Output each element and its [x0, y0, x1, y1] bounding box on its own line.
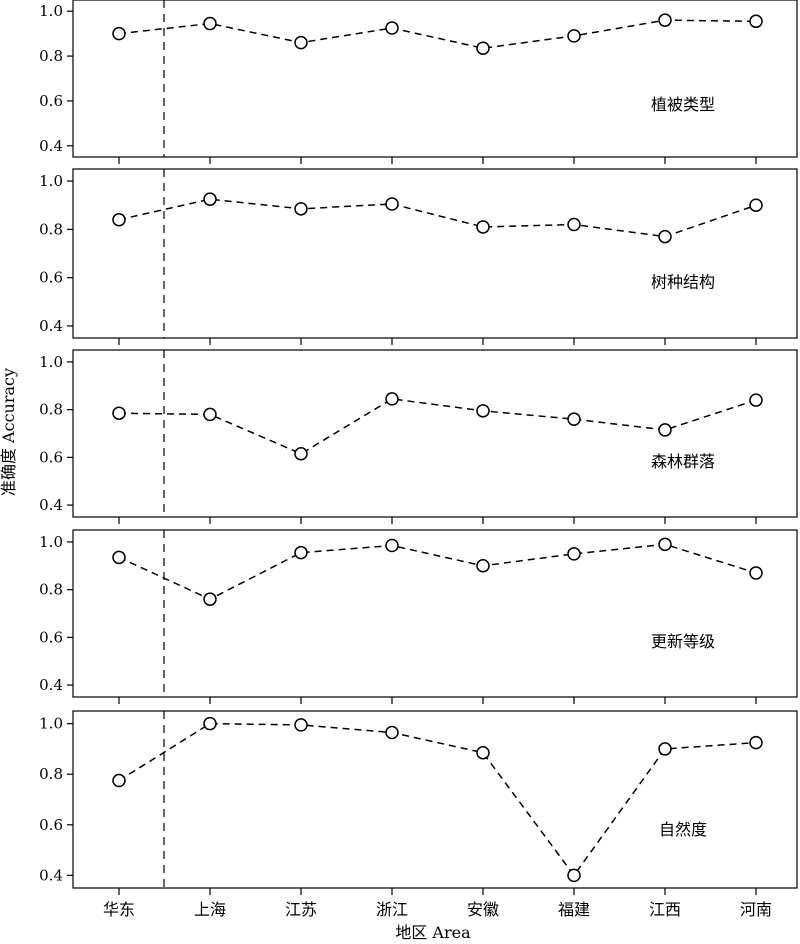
data-point — [203, 407, 217, 422]
y-tick-label: 0.4 — [39, 496, 63, 514]
data-point — [567, 217, 581, 232]
data-point — [658, 742, 672, 756]
data-point — [112, 26, 126, 41]
data-point — [658, 13, 672, 27]
y-tick-label: 0.6 — [39, 628, 63, 646]
x-tick-label: 江西 — [649, 900, 681, 919]
panel-label: 自然度 — [659, 820, 707, 839]
x-axis-title: 地区 Area — [395, 923, 471, 942]
data-point — [476, 404, 490, 418]
y-tick-label: 0.6 — [39, 816, 63, 834]
x-tick-labels: 华东 上海 江苏 浙江 安徽 福建 江西 河南 — [103, 900, 772, 919]
panel-2: 0.4 0.6 0.8 1.0 树种结构 — [39, 168, 798, 345]
x-tick-label: 安徽 — [467, 900, 499, 919]
data-point — [658, 229, 672, 244]
x-tick-label: 上海 — [194, 900, 226, 919]
data-point — [385, 392, 399, 406]
panel-frame — [72, 0, 798, 158]
data-point — [294, 545, 308, 560]
panel-label: 树种结构 — [651, 272, 715, 291]
series-line — [118, 198, 757, 238]
y-axis-title: 准确度 Accuracy — [0, 368, 18, 496]
panel-label: 更新等级 — [651, 632, 715, 651]
series-line — [118, 543, 757, 601]
data-point — [203, 592, 217, 606]
data-point — [476, 559, 490, 573]
panel-1: 0.4 0.6 0.8 1.0 植被类型 — [39, 0, 798, 164]
y-tick-label: 0.4 — [39, 317, 63, 335]
series-line — [118, 722, 757, 877]
data-point — [567, 547, 581, 561]
y-tick-label: 1.0 — [39, 533, 63, 551]
data-point — [476, 220, 490, 234]
data-point — [203, 192, 217, 206]
data-point — [385, 538, 399, 553]
y-tick-label: 0.4 — [39, 137, 63, 155]
data-point — [294, 202, 308, 216]
data-point — [112, 773, 126, 788]
data-point — [112, 212, 126, 227]
y-tick-label: 0.8 — [39, 401, 63, 419]
panel-frame — [72, 710, 798, 889]
data-point — [476, 41, 490, 55]
x-tick-label: 河南 — [740, 900, 772, 919]
y-tick-label: 0.8 — [39, 220, 63, 238]
x-tick-label: 华东 — [103, 900, 135, 919]
x-tick-label: 福建 — [558, 900, 590, 919]
data-point — [112, 550, 126, 565]
panel-frame — [72, 529, 798, 698]
data-point — [385, 197, 399, 211]
data-point — [385, 21, 399, 35]
data-point — [567, 412, 581, 426]
data-point — [294, 718, 308, 732]
series-line — [118, 398, 757, 455]
y-tick-label: 0.6 — [39, 269, 63, 287]
panel-5: 0.4 0.6 0.8 1.0 自然度 — [39, 710, 798, 895]
y-tick-label: 1.0 — [39, 715, 63, 733]
data-point — [658, 537, 672, 552]
data-point — [567, 29, 581, 43]
data-point — [294, 35, 308, 50]
y-tick-label: 0.8 — [39, 47, 63, 65]
data-point — [294, 447, 308, 461]
data-point — [749, 566, 763, 580]
y-tick-label: 0.6 — [39, 92, 63, 110]
y-tick-label: 1.0 — [39, 353, 63, 371]
panel-3: 0.4 0.6 0.8 1.0 森林群落 — [39, 349, 798, 524]
panel-label: 植被类型 — [651, 95, 715, 114]
data-point — [749, 14, 763, 29]
data-point — [567, 868, 581, 883]
panel-4: 0.4 0.6 0.8 1.0 更新等级 — [39, 529, 798, 704]
x-tick-label: 浙江 — [376, 900, 408, 919]
y-tick-label: 0.8 — [39, 765, 63, 783]
panel-label: 森林群落 — [651, 452, 715, 471]
data-point — [749, 198, 763, 212]
panel-frame — [72, 168, 798, 339]
y-tick-label: 0.8 — [39, 581, 63, 599]
data-point — [203, 716, 217, 731]
y-tick-label: 0.4 — [39, 676, 63, 694]
data-point — [385, 725, 399, 740]
data-point — [203, 16, 217, 31]
data-point — [658, 423, 672, 437]
data-point — [749, 393, 763, 407]
y-tick-label: 1.0 — [39, 2, 63, 20]
y-tick-label: 0.6 — [39, 448, 63, 466]
y-tick-label: 0.4 — [39, 866, 63, 884]
data-point — [476, 745, 490, 760]
y-tick-label: 1.0 — [39, 172, 63, 190]
data-point — [749, 735, 763, 750]
panels: 0.40.60.81.0植被类型0.40.60.81.0树种结构0.40.60.… — [39, 0, 798, 895]
panel-frame — [72, 349, 798, 518]
x-tick-label: 江苏 — [285, 900, 317, 919]
data-point — [112, 406, 126, 420]
